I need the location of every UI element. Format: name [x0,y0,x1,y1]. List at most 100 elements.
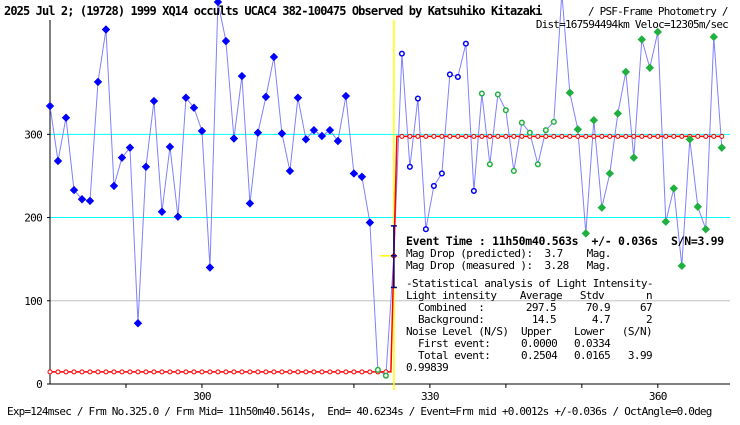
model-point [551,133,557,139]
x-tick-label: 300 [193,390,211,403]
data-point-before [365,218,375,227]
chart-title: 2025 Jul 2; (19728) 1999 XQ14 occults UC… [4,4,542,18]
data-point-before [141,162,151,172]
model-point [591,133,597,139]
row-combined-stdv: 70.9 [585,301,611,314]
row-background-label: Background: [418,313,485,326]
model-point [463,133,469,139]
data-point-open [414,95,421,102]
model-point [255,369,261,375]
model-point [511,133,517,139]
data-point-before [93,77,103,87]
model-point [479,133,485,139]
data-line [49,0,723,377]
model-point [447,133,453,139]
data-point-before [69,185,79,195]
model-point [679,133,685,139]
model-point [359,369,365,375]
data-point-before [237,71,247,81]
model-point [575,133,581,139]
model-point [311,369,317,375]
data-point-open [510,167,517,175]
model-point [535,133,541,139]
model-point [263,369,269,375]
model-point [71,369,77,375]
model-point [439,133,445,139]
model-point [55,369,61,375]
model-point [703,133,709,139]
mag-drop-measured: Mag Drop (measured ): 3.28 Mag. [406,259,611,272]
model-point [303,369,309,375]
model-point [399,133,405,139]
model-point [319,369,325,375]
data-point-before [277,129,287,138]
data-point-after [581,229,591,238]
model-point [167,369,173,375]
model-point [671,133,677,139]
y-tick-label: 300 [24,128,42,141]
data-point-open [438,170,445,177]
photometry-method: / PSF-Frame Photometry / [588,5,729,18]
model-point [655,133,661,139]
model-point [135,369,141,375]
data-point-open [398,50,405,57]
data-point-before [197,126,207,136]
model-point [583,133,589,139]
data-point-open [478,90,485,97]
noise-header-sn: (S/N) [621,325,653,338]
data-point-after [685,135,695,144]
model-point [559,133,565,139]
model-point [247,369,253,375]
model-point [567,133,573,139]
data-point-before [349,169,359,178]
row-background-stdv: 4.7 [591,313,611,326]
model-point [719,133,725,139]
data-point-open [542,127,549,134]
model-point [543,133,549,139]
data-point-before [213,0,223,7]
data-point-after [645,63,655,72]
model-point [711,133,717,139]
data-point-open [502,107,509,114]
data-point-before [165,142,175,152]
model-point [287,369,293,375]
data-point-open [430,182,437,189]
model-point [503,133,509,139]
data-point-after [605,169,615,178]
model-point [143,369,149,375]
data-point-before [341,91,351,101]
y-tick-label: 0 [36,378,42,391]
model-point [103,369,109,375]
data-point-before [85,196,95,206]
data-point-before [181,93,191,102]
row-combined-n: 67 [639,301,653,314]
model-point [343,369,349,375]
data-point-before [309,125,319,135]
model-point [639,133,645,139]
data-point-after [589,115,599,125]
noise-header-label: Noise Level (N/S) [406,325,509,338]
data-point-before [157,207,167,216]
data-point-after [661,217,671,226]
model-point [47,369,53,375]
data-point-before [133,319,143,328]
model-point [335,369,341,375]
model-point [63,369,69,375]
model-point [471,133,477,139]
data-point-before [357,172,367,181]
y-tick-label: 200 [24,212,42,225]
data-point-open [486,161,493,168]
data-point-after [709,32,718,42]
model-point [231,369,237,375]
table-header-label: Light intensity [406,289,497,302]
model-point [175,369,181,375]
data-point-before [45,101,55,111]
data-point-before [301,135,311,144]
stats-title: -Statistical analysis of Light Intensity… [406,277,654,290]
data-point-open [462,40,469,47]
model-line [50,135,722,373]
data-point-open [534,161,541,168]
model-point [95,369,101,375]
data-point-after [717,143,726,152]
